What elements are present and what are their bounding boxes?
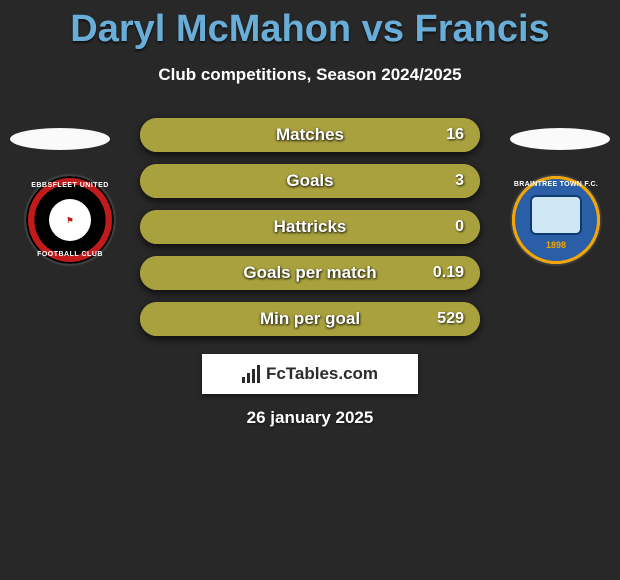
chart-icon — [242, 365, 260, 383]
stat-row: Goals per match0.19 — [140, 256, 480, 290]
brand-text: FcTables.com — [266, 364, 378, 384]
stat-value-right: 16 — [446, 118, 464, 152]
brand-box: FcTables.com — [202, 354, 418, 394]
stat-row: Hattricks0 — [140, 210, 480, 244]
stat-value-right: 0 — [455, 210, 464, 244]
bar-icon-segment — [257, 365, 260, 383]
stat-value-right: 529 — [437, 302, 464, 336]
stat-row: Goals3 — [140, 164, 480, 198]
bar-icon-segment — [242, 377, 245, 383]
stat-value-right: 0.19 — [433, 256, 464, 290]
bar-icon-segment — [252, 369, 255, 383]
stat-value-right: 3 — [455, 164, 464, 198]
stat-label: Goals — [140, 164, 480, 198]
bar-icon-segment — [247, 373, 250, 383]
page-subtitle: Club competitions, Season 2024/2025 — [0, 65, 620, 85]
stat-label: Goals per match — [140, 256, 480, 290]
stat-row: Matches16 — [140, 118, 480, 152]
stat-row: Min per goal529 — [140, 302, 480, 336]
stats-area: Matches16 Goals3 Hattricks0 Goals per match… — [0, 118, 620, 348]
stat-label: Min per goal — [140, 302, 480, 336]
stat-label: Matches — [140, 118, 480, 152]
date-text: 26 january 2025 — [0, 408, 620, 428]
page-title: Daryl McMahon vs Francis — [0, 0, 620, 51]
stat-label: Hattricks — [140, 210, 480, 244]
